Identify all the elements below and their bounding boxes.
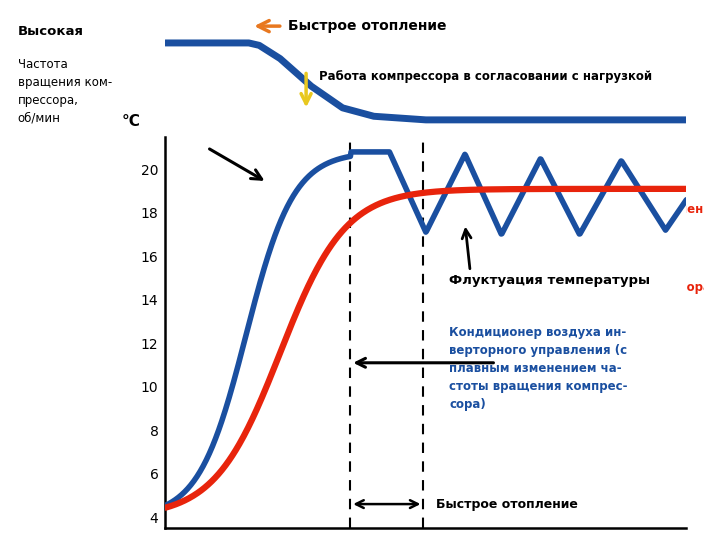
- Text: °C: °C: [121, 114, 140, 129]
- Text: Работа компрессора в согласовании с нагрузкой: Работа компрессора в согласовании с нагр…: [319, 70, 652, 83]
- Text: Кондиционер воздуха ин-
верторного управления (с
плавным изменением ча-
стоты вр: Кондиционер воздуха ин- верторного управ…: [449, 326, 628, 411]
- Text: Быстрое отопление: Быстрое отопление: [288, 19, 446, 33]
- Text: Флуктуация температуры: Флуктуация температуры: [449, 274, 650, 287]
- Text: зафиксированной частотой вращения компрессора): зафиксированной частотой вращения компре…: [358, 281, 704, 294]
- Text: Частота
вращения ком-
прессора,
об/мин: Частота вращения ком- прессора, об/мин: [18, 58, 112, 125]
- Text: Высокая: Высокая: [18, 25, 84, 38]
- Text: Быстрое отопление: Быстрое отопление: [436, 498, 578, 510]
- Text: Кондиционер воздуха без инверторного управления (с: Кондиционер воздуха без инверторного упр…: [358, 203, 704, 216]
